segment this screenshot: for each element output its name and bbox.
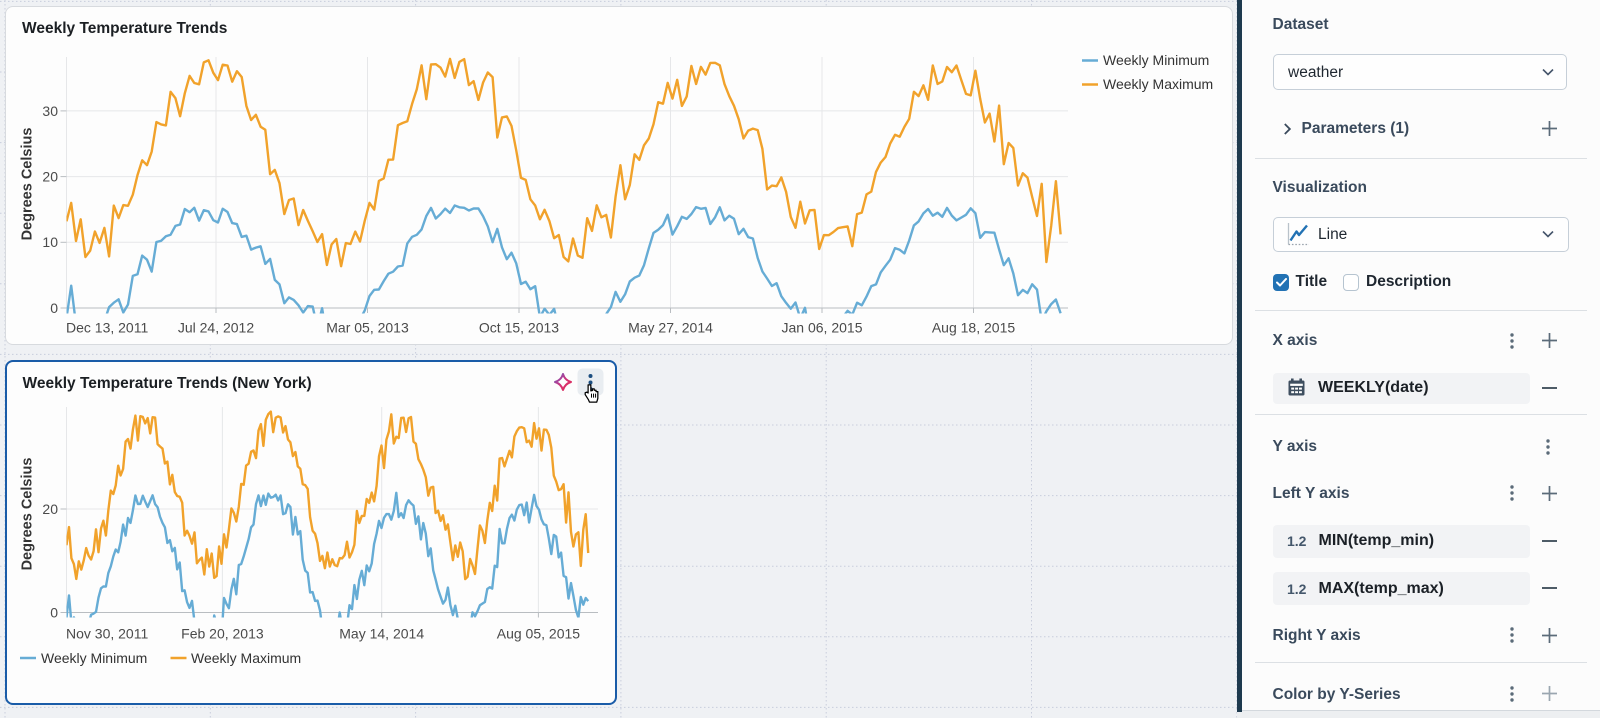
svg-text:Aug 05, 2015: Aug 05, 2015 xyxy=(497,626,581,642)
svg-text:30: 30 xyxy=(42,103,58,119)
svg-text:10: 10 xyxy=(42,234,58,250)
svg-text:Jan 06, 2015: Jan 06, 2015 xyxy=(782,320,863,336)
svg-text:Weekly Maximum: Weekly Maximum xyxy=(1103,76,1213,92)
svg-text:Feb 20, 2013: Feb 20, 2013 xyxy=(181,626,264,642)
svg-text:20: 20 xyxy=(42,501,58,517)
svg-text:Dec 13, 2011: Dec 13, 2011 xyxy=(66,320,148,336)
svg-text:Jul 24, 2012: Jul 24, 2012 xyxy=(178,320,254,336)
svg-text:Degrees Celsius: Degrees Celsius xyxy=(20,458,36,571)
svg-text:Nov 30, 2011: Nov 30, 2011 xyxy=(66,626,148,642)
svg-text:Weekly Temperature Trends: Weekly Temperature Trends xyxy=(22,20,227,37)
svg-text:0: 0 xyxy=(50,300,58,316)
svg-text:Weekly Minimum: Weekly Minimum xyxy=(41,650,147,666)
svg-text:Weekly Temperature Trends (New: Weekly Temperature Trends (New York) xyxy=(23,375,312,392)
svg-text:0: 0 xyxy=(50,604,58,620)
svg-text:Mar 05, 2013: Mar 05, 2013 xyxy=(326,320,409,336)
svg-text:Weekly Minimum: Weekly Minimum xyxy=(1103,52,1209,68)
svg-text:May 27, 2014: May 27, 2014 xyxy=(628,320,713,336)
svg-text:Degrees Celsius: Degrees Celsius xyxy=(20,128,36,241)
svg-text:Weekly Maximum: Weekly Maximum xyxy=(191,650,301,666)
svg-text:Oct 15, 2013: Oct 15, 2013 xyxy=(479,320,559,336)
svg-text:Aug 18, 2015: Aug 18, 2015 xyxy=(932,320,1016,336)
svg-text:20: 20 xyxy=(42,169,58,185)
svg-text:May 14, 2014: May 14, 2014 xyxy=(339,626,424,642)
